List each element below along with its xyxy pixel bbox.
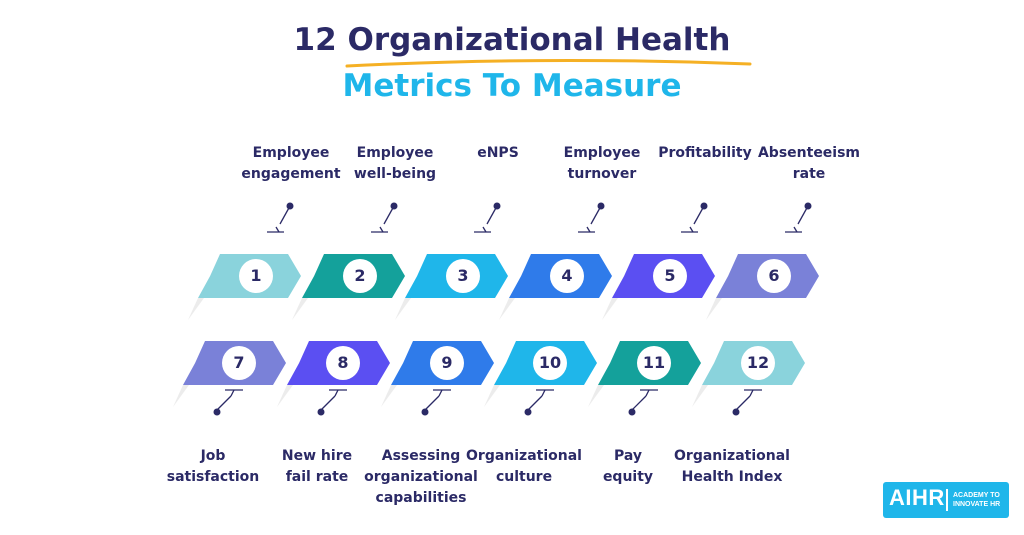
step-number-2: 2 [343, 259, 377, 293]
connector-line-6 [797, 205, 809, 225]
connector-tick-4 [586, 226, 591, 233]
metric-label-2: Employee well-being [353, 145, 437, 182]
connector-tick-11 [645, 389, 650, 397]
logo-tagline: ACADEMY TO INNOVATE HR [953, 492, 1001, 508]
connector-line-8 [320, 395, 336, 411]
connector-dot-7 [213, 408, 221, 416]
aihr-logo: AIHR ACADEMY TO INNOVATE HR [883, 482, 1009, 518]
connector-line-3 [486, 205, 498, 225]
chevron-shadow [188, 298, 204, 320]
step-number-3: 3 [446, 259, 480, 293]
connector-line-7 [216, 395, 232, 411]
metric-label-6: Absenteeism rate [757, 145, 861, 182]
step-number-6: 6 [757, 259, 791, 293]
connector-tick-6 [793, 226, 798, 233]
step-number-4: 4 [550, 259, 584, 293]
step-number-9: 9 [430, 346, 464, 380]
logo-divider [946, 489, 948, 511]
connector-tick-8 [334, 389, 339, 397]
connector-dot-12 [732, 408, 740, 416]
connector-tick-5 [689, 226, 694, 233]
connector-dot-8 [317, 408, 325, 416]
chevron-shadow [292, 298, 308, 320]
step-number-8: 8 [326, 346, 360, 380]
connector-line-4 [590, 205, 602, 225]
metric-label-11: Pay equity [602, 448, 654, 485]
metric-label-5: Profitability [658, 145, 752, 161]
chevron-shadow [692, 385, 708, 407]
chevron-shadow [173, 385, 189, 407]
metric-label-1: Employee engagement [241, 145, 341, 182]
connector-tick-2 [379, 226, 384, 233]
metric-label-8: New hire fail rate [281, 448, 353, 485]
title-underline [345, 58, 752, 68]
connector-tick-3 [482, 226, 487, 233]
logo-wordmark: AIHR [889, 485, 945, 510]
chevron-shadow [381, 385, 397, 407]
connector-line-11 [631, 395, 647, 411]
connector-line-2 [383, 205, 395, 225]
metric-label-9: Assessing organizational capabilities [364, 448, 478, 506]
connector-tick-10 [541, 389, 546, 397]
step-number-5: 5 [653, 259, 687, 293]
page-title: 12 Organizational Health [293, 22, 731, 58]
page-subtitle: Metrics To Measure [342, 68, 682, 104]
chevron-shadow [588, 385, 604, 407]
chevron-shadow [602, 298, 618, 320]
chevron-shadow [484, 385, 500, 407]
connector-line-12 [735, 395, 751, 411]
metric-label-4: Employee turnover [563, 145, 641, 182]
step-number-11: 11 [637, 346, 671, 380]
chevron-shadow [277, 385, 293, 407]
metric-label-10: Organizational culture [466, 448, 582, 485]
connector-tick-9 [438, 389, 443, 397]
connector-line-5 [693, 205, 705, 225]
step-number-12: 12 [741, 346, 775, 380]
step-number-7: 7 [222, 346, 256, 380]
connector-tick-12 [749, 389, 754, 397]
step-number-1: 1 [239, 259, 273, 293]
chevron-shadow [706, 298, 722, 320]
connector-line-10 [527, 395, 543, 411]
connector-tick-7 [230, 389, 235, 397]
metric-label-7: Job satisfaction [166, 448, 260, 485]
step-number-10: 10 [533, 346, 567, 380]
connector-tick-1 [275, 226, 280, 233]
connector-line-1 [279, 205, 291, 225]
connector-dot-10 [524, 408, 532, 416]
metric-label-3: eNPS [477, 145, 519, 161]
chevron-shadow [395, 298, 411, 320]
connector-line-9 [424, 395, 440, 411]
connector-dot-11 [628, 408, 636, 416]
connector-dot-9 [421, 408, 429, 416]
chevron-shadow [499, 298, 515, 320]
metric-label-12: Organizational Health Index [674, 448, 790, 485]
